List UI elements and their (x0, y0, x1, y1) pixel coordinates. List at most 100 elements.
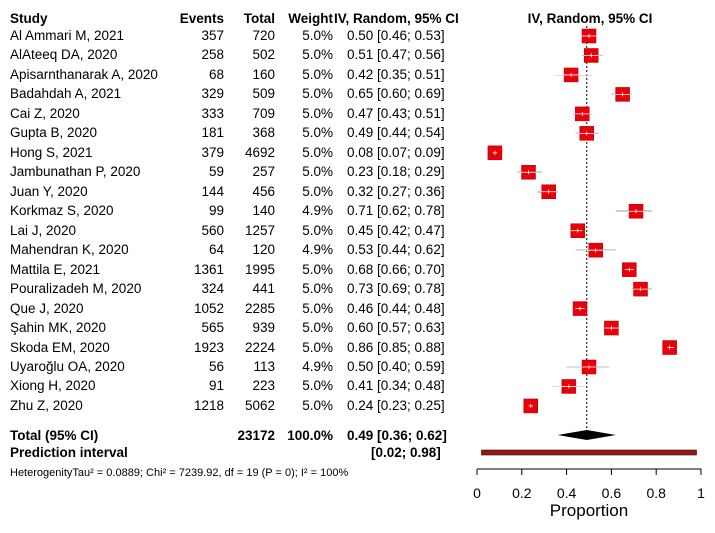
row-study: Mattila E, 2021 (10, 261, 101, 277)
row-events: 1923 (193, 339, 224, 355)
row-ci: 0.68 [0.66; 0.70] (347, 261, 445, 277)
row-weight: 5.0% (302, 183, 333, 199)
row-study: Cai Z, 2020 (10, 105, 80, 121)
row-total: 113 (253, 358, 275, 374)
row-study: Hong S, 2021 (10, 144, 93, 160)
prediction-label: Prediction interval (10, 445, 128, 460)
row-total: 1995 (244, 261, 275, 277)
row-total: 5062 (244, 397, 275, 413)
row-weight: 4.9% (302, 242, 333, 258)
x-axis-label: Proportion (550, 501, 628, 520)
row-events: 357 (201, 28, 224, 43)
row-study: Al Ammari M, 2021 (10, 28, 125, 43)
row-study: Xiong H, 2020 (10, 378, 96, 394)
row-ci: 0.86 [0.85; 0.88] (347, 339, 445, 355)
row-events: 181 (201, 125, 224, 141)
row-ci: 0.45 [0.42; 0.47] (347, 222, 445, 238)
row-weight: 5.0% (302, 222, 333, 238)
row-study: Gupta B, 2020 (10, 125, 98, 141)
row-total: 2285 (244, 300, 275, 316)
row-study: Badahdah A, 2021 (10, 86, 122, 102)
row-ci: 0.41 [0.34; 0.48] (347, 378, 445, 394)
row-events: 333 (201, 105, 224, 121)
row-weight: 5.0% (302, 281, 333, 297)
row-weight: 5.0% (302, 261, 333, 277)
row-study: Mahendran K, 2020 (10, 242, 129, 258)
row-events: 324 (201, 281, 224, 297)
row-events: 59 (208, 164, 224, 180)
row-ci: 0.47 [0.43; 0.51] (347, 105, 445, 121)
row-total: 441 (252, 281, 275, 297)
row-events: 329 (201, 86, 224, 102)
row-study: Şahin MK, 2020 (10, 320, 107, 336)
prediction-ci: [0.02; 0.98] (371, 445, 441, 460)
row-total: 2224 (244, 339, 275, 355)
total-weight: 100.0% (287, 428, 333, 443)
row-study: Korkmaz S, 2020 (10, 203, 114, 219)
row-study: AlAteeq DA, 2020 (10, 47, 118, 63)
x-tick-label: 0 (473, 485, 481, 501)
row-ci: 0.60 [0.57; 0.63] (347, 320, 445, 336)
total-ci: 0.49 [0.36; 0.62] (347, 428, 447, 443)
row-study: Apisarnthanarak A, 2020 (10, 66, 158, 82)
row-weight: 5.0% (302, 300, 333, 316)
row-ci: 0.23 [0.18; 0.29] (347, 164, 445, 180)
row-total: 4692 (244, 144, 275, 160)
row-total: 509 (252, 86, 275, 102)
row-study: Skoda EM, 2020 (10, 339, 110, 355)
row-weight: 5.0% (302, 320, 333, 336)
row-events: 560 (201, 222, 224, 238)
row-events: 565 (201, 320, 224, 336)
row-events: 99 (208, 203, 224, 219)
row-total: 939 (252, 320, 275, 336)
row-ci: 0.50 [0.46; 0.53] (347, 28, 445, 43)
row-ci: 0.46 [0.44; 0.48] (347, 300, 445, 316)
x-tick-label: 1 (697, 485, 705, 501)
header-study: Study (10, 11, 48, 26)
total-participants: 23172 (237, 428, 275, 443)
row-weight: 5.0% (302, 164, 333, 180)
row-total: 1257 (244, 222, 275, 238)
row-total: 140 (252, 203, 275, 219)
row-total: 368 (252, 125, 275, 141)
row-weight: 5.0% (302, 339, 333, 355)
row-study: Lai J, 2020 (10, 222, 77, 238)
row-study: Que J, 2020 (10, 300, 84, 316)
row-weight: 5.0% (302, 28, 333, 43)
row-events: 56 (208, 358, 224, 374)
row-weight: 5.0% (302, 378, 333, 394)
row-ci: 0.73 [0.69; 0.78] (347, 281, 445, 297)
row-total: 257 (252, 164, 275, 180)
header-total: Total (243, 11, 275, 26)
row-events: 144 (201, 183, 224, 199)
row-total: 120 (252, 242, 275, 258)
row-events: 1218 (193, 397, 224, 413)
row-ci: 0.24 [0.23; 0.25] (347, 397, 445, 413)
row-events: 91 (208, 378, 224, 394)
summary-diamond (557, 430, 616, 440)
x-tick-label: 0.6 (602, 485, 622, 501)
row-ci: 0.42 [0.35; 0.51] (347, 66, 445, 82)
row-weight: 5.0% (302, 397, 333, 413)
row-study: Juan Y, 2020 (10, 183, 88, 199)
header-weight: Weight (288, 11, 333, 26)
row-events: 1361 (193, 261, 224, 277)
row-events: 64 (208, 242, 224, 258)
row-ci: 0.53 [0.44; 0.62] (347, 242, 445, 258)
x-tick-label: 0.2 (512, 485, 532, 501)
prediction-interval-bar (481, 449, 697, 456)
row-weight: 5.0% (302, 86, 333, 102)
row-events: 379 (201, 144, 224, 160)
row-weight: 4.9% (302, 358, 333, 374)
row-weight: 5.0% (302, 66, 333, 82)
row-ci: 0.71 [0.62; 0.78] (347, 203, 445, 219)
row-events: 68 (208, 66, 224, 82)
row-events: 1052 (193, 300, 224, 316)
row-ci: 0.08 [0.07; 0.09] (347, 144, 445, 160)
row-ci: 0.49 [0.44; 0.54] (347, 125, 445, 141)
row-total: 223 (252, 378, 275, 394)
row-events: 258 (201, 47, 224, 63)
row-weight: 5.0% (302, 105, 333, 121)
heterogeneity-text: HeterogenityTau² = 0.0889; Chi² = 7239.9… (10, 467, 349, 479)
